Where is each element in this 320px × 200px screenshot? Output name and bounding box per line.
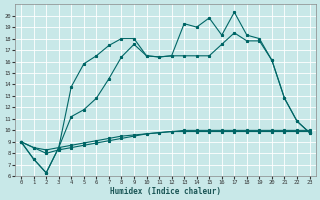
- X-axis label: Humidex (Indice chaleur): Humidex (Indice chaleur): [110, 187, 221, 196]
